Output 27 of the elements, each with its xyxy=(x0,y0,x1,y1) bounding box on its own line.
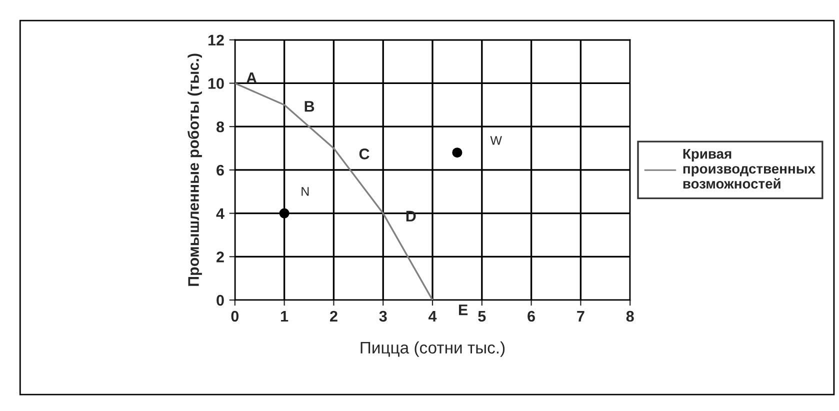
annotation: W xyxy=(490,136,502,145)
x-tick-label: 2 xyxy=(330,310,338,322)
line-series xyxy=(234,82,434,300)
y-tick-label: 6 xyxy=(216,164,224,176)
legend-label: Кривая производственных возможностей xyxy=(683,149,816,189)
y-tick-label: 10 xyxy=(208,78,224,89)
y-axis-title: Промышленные роботы (тыс.) xyxy=(188,54,202,286)
x-tick-label: 3 xyxy=(379,310,387,322)
annotation: C xyxy=(359,148,370,160)
x-tick-label: 4 xyxy=(428,311,437,322)
y-tick-label: 8 xyxy=(216,121,224,132)
annotation: N xyxy=(302,187,309,196)
x-tick-label: 1 xyxy=(281,311,288,322)
y-tick-label: 0 xyxy=(216,294,224,306)
x-tick-label: 5 xyxy=(478,311,486,322)
x-tick-label: 6 xyxy=(528,310,535,322)
x-axis-title: Пицца (сотни тыс.) xyxy=(360,341,505,357)
y-tick-label: 4 xyxy=(216,208,224,219)
y-tick-label: 12 xyxy=(208,34,224,46)
annotation: B xyxy=(304,101,314,112)
y-tick-label: 2 xyxy=(216,252,224,262)
annotation: A xyxy=(246,72,257,84)
x-tick-label: 7 xyxy=(577,311,584,322)
annotation: D xyxy=(406,210,416,222)
x-tick-label: 8 xyxy=(626,310,634,322)
x-tick-label: 0 xyxy=(231,310,239,322)
annotation: E xyxy=(458,304,468,316)
